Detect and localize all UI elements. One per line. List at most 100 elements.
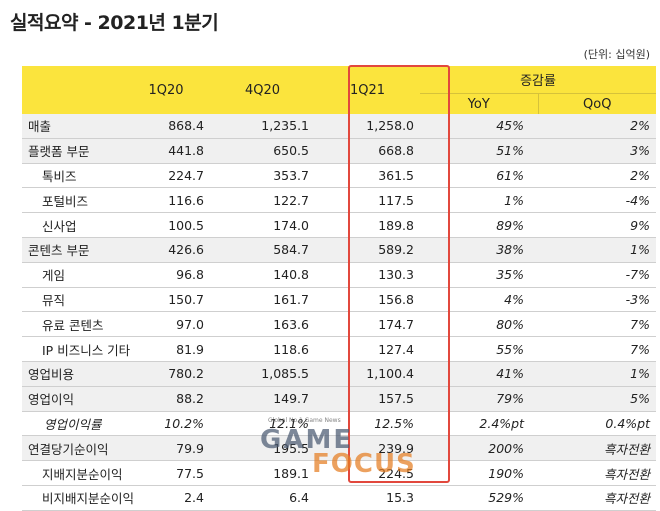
row-label: 플랫폼 부문 xyxy=(22,138,122,164)
cell-1q20: 150.7 xyxy=(122,287,210,313)
cell-4q20: 149.7 xyxy=(210,386,315,412)
cell-1q21: 117.5 xyxy=(315,187,420,214)
financial-summary-table: 1Q20 4Q20 1Q21 증감률 YoY QoQ 매출 868.4 1,23… xyxy=(22,66,657,511)
cell-1q20: 79.9 xyxy=(122,435,210,462)
cell-4q20: 118.6 xyxy=(210,336,315,362)
cell-yoy: 41% xyxy=(420,361,538,387)
cell-1q20: 96.8 xyxy=(122,262,210,288)
cell-yoy: 2.4%pt xyxy=(420,411,538,437)
table-row: 뮤직 150.7 161.7 156.8 4% -3% xyxy=(22,287,657,313)
cell-1q21: 174.7 xyxy=(315,311,420,338)
table-row: 매출 868.4 1,235.1 1,258.0 45% 2% xyxy=(22,114,657,139)
cell-qoq: 2% xyxy=(538,114,657,139)
cell-1q20: 868.4 xyxy=(122,114,210,139)
cell-qoq: 흑자전환 xyxy=(538,435,657,462)
row-label: 비지배지분순이익 xyxy=(22,485,134,511)
cell-qoq: 1% xyxy=(538,237,657,263)
table-row: 연결당기순이익 79.9 195.5 239.9 200% 흑자전환 xyxy=(22,435,657,462)
cell-qoq: 5% xyxy=(538,386,657,412)
row-label: 뮤직 xyxy=(22,287,122,313)
table-header: 1Q20 4Q20 1Q21 증감률 YoY QoQ xyxy=(22,66,657,114)
cell-qoq: 7% xyxy=(538,311,657,338)
table-row: 플랫폼 부문 441.8 650.5 668.8 51% 3% xyxy=(22,138,657,164)
cell-1q21: 668.8 xyxy=(315,138,420,164)
cell-qoq: 7% xyxy=(538,336,657,362)
cell-qoq: 흑자전환 xyxy=(538,460,657,486)
header-blank xyxy=(22,66,122,114)
cell-1q21: 130.3 xyxy=(315,262,420,288)
cell-yoy: 35% xyxy=(420,262,538,288)
table-row: 영업이익률 10.2% 12.1% 12.5% 2.4%pt 0.4%pt xyxy=(22,411,657,437)
cell-1q21: 361.5 xyxy=(315,163,420,189)
table-row: 비지배지분순이익 2.4 6.4 15.3 529% 흑자전환 xyxy=(22,485,657,511)
cell-4q20: 174.0 xyxy=(210,212,315,238)
cell-4q20: 122.7 xyxy=(210,187,315,214)
cell-yoy: 38% xyxy=(420,237,538,263)
cell-yoy: 51% xyxy=(420,138,538,164)
cell-qoq: 0.4%pt xyxy=(538,411,657,437)
table-row: 신사업 100.5 174.0 189.8 89% 9% xyxy=(22,212,657,238)
cell-qoq: -7% xyxy=(538,262,657,288)
cell-1q21: 239.9 xyxy=(315,435,420,462)
cell-qoq: 1% xyxy=(538,361,657,387)
row-label: 지배지분순이익 xyxy=(22,460,123,486)
cell-4q20: 163.6 xyxy=(210,311,315,338)
row-label: 영업비용 xyxy=(22,361,122,387)
cell-1q21: 1,258.0 xyxy=(315,114,420,139)
cell-yoy: 79% xyxy=(420,386,538,412)
table-row: 톡비즈 224.7 353.7 361.5 61% 2% xyxy=(22,163,657,189)
header-1q21: 1Q21 xyxy=(315,66,420,114)
cell-yoy: 61% xyxy=(420,163,538,189)
cell-1q21: 12.5% xyxy=(315,411,420,437)
cell-1q20: 116.6 xyxy=(122,187,210,214)
cell-4q20: 140.8 xyxy=(210,262,315,288)
cell-qoq: -4% xyxy=(538,187,657,214)
cell-1q21: 1,100.4 xyxy=(315,361,420,387)
cell-yoy: 4% xyxy=(420,287,538,313)
unit-note: (단위: 십억원) xyxy=(583,48,650,61)
cell-1q20: 224.7 xyxy=(122,163,210,189)
cell-qoq: 흑자전환 xyxy=(538,485,657,511)
header-growth: 증감률 xyxy=(420,66,657,94)
row-label: 영업이익 xyxy=(22,386,122,412)
cell-1q20: 426.6 xyxy=(122,237,210,263)
cell-1q21: 156.8 xyxy=(315,287,420,313)
cell-1q21: 15.3 xyxy=(315,485,420,511)
watermark-word-focus: FOCUS xyxy=(312,449,416,479)
row-label: 포털비즈 xyxy=(22,187,122,214)
table-row: IP 비즈니스 기타 81.9 118.6 127.4 55% 7% xyxy=(22,336,657,362)
table-row: 유료 콘텐츠 97.0 163.6 174.7 80% 7% xyxy=(22,311,657,338)
cell-1q21: 589.2 xyxy=(315,237,420,263)
cell-4q20: 650.5 xyxy=(210,138,315,164)
cell-4q20: 12.1% xyxy=(210,411,315,437)
page-title: 실적요약 - 2021년 1분기 xyxy=(10,12,219,34)
watermark-tagline: Global No.1 Game News xyxy=(268,417,341,424)
header-4q20: 4Q20 xyxy=(210,66,315,114)
table-row: 지배지분순이익 77.5 189.1 224.5 190% 흑자전환 xyxy=(22,460,657,486)
cell-4q20: 1,085.5 xyxy=(210,361,315,387)
cell-4q20: 1,235.1 xyxy=(210,114,315,139)
row-label: 연결당기순이익 xyxy=(22,435,122,462)
cell-1q20: 441.8 xyxy=(122,138,210,164)
cell-1q20: 77.5 xyxy=(122,460,210,486)
cell-yoy: 55% xyxy=(420,336,538,362)
cell-yoy: 529% xyxy=(420,485,538,511)
row-label: 영업이익률 xyxy=(22,411,122,437)
table-row: 영업이익 88.2 149.7 157.5 79% 5% xyxy=(22,386,657,412)
watermark-word-game: GAME xyxy=(260,425,354,455)
cell-4q20: 6.4 xyxy=(210,485,315,511)
header-qoq: QoQ xyxy=(538,93,657,114)
cell-1q21: 127.4 xyxy=(315,336,420,362)
cell-qoq: 3% xyxy=(538,138,657,164)
header-1q20: 1Q20 xyxy=(122,66,210,114)
table-row: 콘텐츠 부문 426.6 584.7 589.2 38% 1% xyxy=(22,237,657,263)
row-label: 콘텐츠 부문 xyxy=(22,237,122,263)
row-label: 게임 xyxy=(22,262,122,288)
cell-1q20: 100.5 xyxy=(122,212,210,238)
row-label: 매출 xyxy=(22,114,122,139)
cell-1q21: 157.5 xyxy=(315,386,420,412)
cell-1q20: 81.9 xyxy=(122,336,210,362)
cell-yoy: 200% xyxy=(420,435,538,462)
cell-qoq: -3% xyxy=(538,287,657,313)
row-label: 톡비즈 xyxy=(22,163,122,189)
